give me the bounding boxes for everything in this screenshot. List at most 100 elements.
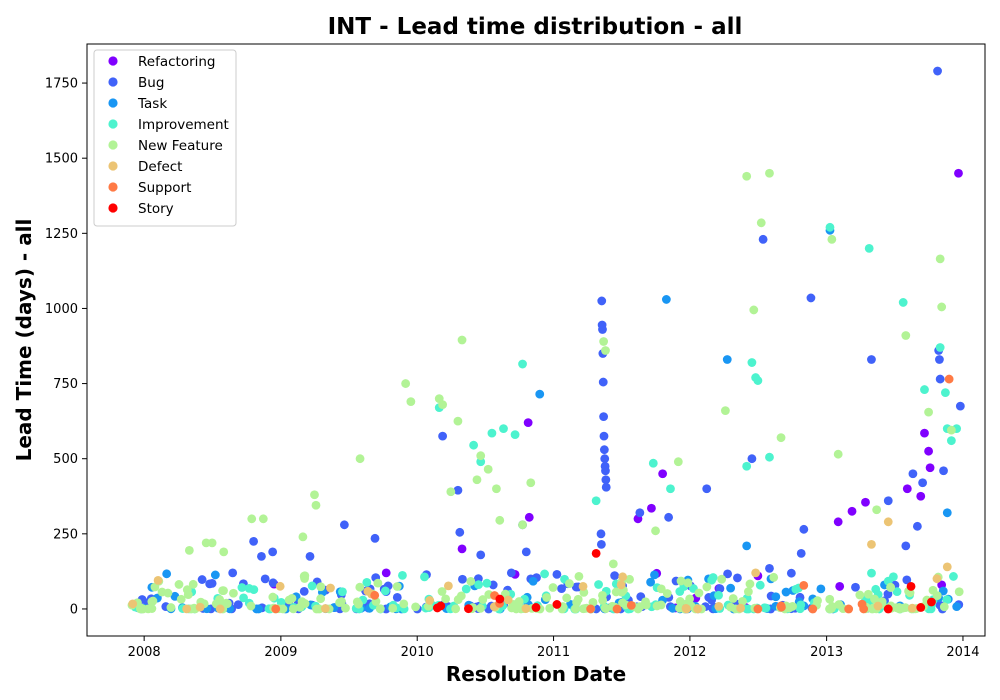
data-point	[441, 594, 451, 604]
data-point	[765, 168, 774, 178]
data-point	[138, 604, 148, 614]
data-point	[326, 583, 335, 593]
data-point	[411, 602, 420, 612]
data-point	[341, 603, 350, 613]
y-axis: 0 250 500 750 1000 1250 1500 1750	[45, 77, 87, 617]
data-point	[552, 569, 562, 579]
data-point	[591, 548, 601, 558]
data-point	[591, 496, 601, 506]
data-point	[652, 601, 662, 611]
data-point	[542, 593, 552, 602]
data-point	[562, 593, 572, 603]
x-tick-label: 2009	[264, 645, 297, 660]
data-point	[210, 570, 220, 580]
data-point	[825, 222, 835, 232]
data-point	[833, 449, 843, 459]
data-point	[446, 487, 456, 497]
data-point	[354, 599, 363, 609]
legend-label: Task	[137, 96, 167, 112]
data-point	[946, 436, 956, 446]
data-point	[855, 590, 865, 600]
data-point	[355, 582, 365, 592]
data-point	[392, 592, 402, 602]
data-point	[673, 457, 683, 467]
data-point	[625, 574, 634, 584]
data-point	[540, 569, 549, 579]
data-point	[894, 603, 904, 612]
data-point	[765, 563, 774, 573]
data-point	[908, 469, 918, 479]
data-point	[469, 440, 479, 450]
data-point	[457, 544, 467, 554]
legend-marker	[108, 98, 118, 108]
data-point	[150, 582, 160, 592]
data-point	[298, 532, 308, 542]
data-point	[162, 569, 172, 579]
legend-marker	[108, 161, 118, 171]
data-point	[664, 512, 674, 522]
data-point	[954, 168, 963, 178]
legend-item-new-feature: New Feature	[108, 138, 223, 154]
data-point	[370, 590, 380, 600]
legend-label: Defect	[138, 159, 182, 175]
data-point	[928, 585, 938, 595]
data-point	[305, 551, 315, 561]
data-point	[464, 604, 473, 614]
data-point	[228, 568, 238, 578]
data-point	[755, 580, 765, 590]
data-point	[733, 573, 742, 583]
data-point	[728, 594, 738, 603]
data-point	[715, 584, 725, 594]
data-point	[451, 604, 461, 614]
x-tick-label: 2014	[946, 645, 979, 660]
data-point	[651, 526, 660, 536]
data-point	[870, 594, 879, 604]
data-point	[474, 580, 483, 590]
data-point	[771, 592, 781, 602]
data-point	[683, 578, 693, 588]
data-point	[316, 582, 326, 592]
data-point	[601, 482, 611, 492]
data-point	[457, 335, 467, 345]
data-point	[128, 599, 138, 609]
plot-frame	[86, 43, 986, 637]
data-point	[316, 594, 326, 604]
data-point	[163, 588, 173, 598]
data-point	[753, 376, 763, 385]
legend-marker	[108, 56, 118, 66]
data-point	[453, 416, 463, 426]
data-point	[662, 589, 672, 598]
data-point	[952, 602, 962, 611]
data-point	[511, 604, 521, 614]
data-point	[339, 520, 349, 530]
data-point	[148, 596, 158, 606]
data-point	[806, 293, 816, 303]
data-point	[648, 458, 658, 468]
legend-item-task: Task	[108, 96, 167, 112]
data-point	[503, 595, 513, 605]
x-tick-label: 2011	[537, 645, 570, 660]
data-point	[925, 463, 935, 473]
data-point	[406, 397, 416, 407]
data-point	[942, 562, 952, 572]
data-point	[284, 595, 294, 605]
data-point	[765, 452, 774, 462]
data-point	[246, 601, 256, 611]
data-point	[437, 587, 447, 596]
data-point	[892, 587, 902, 597]
data-point	[219, 547, 229, 557]
data-point	[675, 587, 685, 596]
data-point	[626, 600, 636, 610]
data-point	[362, 578, 372, 587]
data-point	[864, 243, 874, 253]
legend-item-defect: Defect	[108, 159, 182, 175]
legend-marker	[108, 182, 118, 192]
data-point	[523, 418, 533, 428]
data-point	[598, 377, 608, 387]
legend-marker	[108, 140, 118, 150]
data-point	[886, 582, 896, 592]
data-point	[483, 464, 493, 474]
data-point	[552, 600, 562, 609]
data-point	[599, 445, 609, 455]
data-point	[918, 478, 928, 488]
